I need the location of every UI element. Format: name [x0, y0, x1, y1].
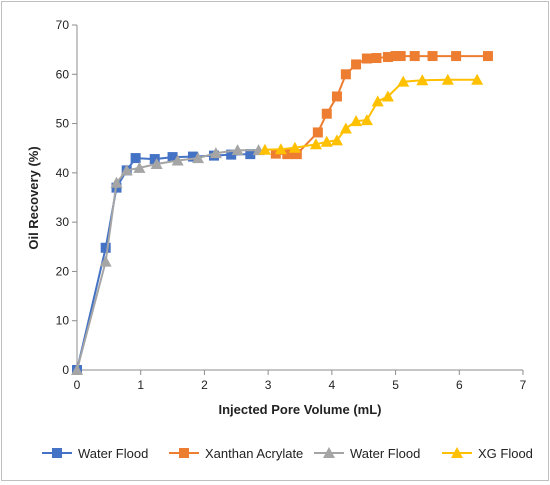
- data-point: [441, 73, 454, 85]
- data-point: [371, 95, 384, 107]
- data-point: [282, 149, 293, 160]
- series-3: [258, 73, 484, 155]
- legend-marker: [323, 447, 335, 458]
- data-point: [100, 242, 111, 253]
- y-tick-label: 60: [56, 67, 70, 81]
- data-point: [226, 149, 237, 160]
- y-tick-label: 0: [62, 363, 69, 377]
- series-line: [264, 78, 478, 151]
- data-point: [231, 144, 244, 156]
- data-point: [245, 149, 256, 160]
- legend-label: XG Flood: [478, 446, 533, 461]
- data-point: [427, 51, 438, 62]
- data-point: [71, 364, 83, 375]
- y-tick-label: 70: [56, 18, 70, 32]
- series-layer: [71, 51, 493, 375]
- x-tick-label: 2: [201, 378, 208, 392]
- data-point: [274, 143, 287, 155]
- data-point: [451, 51, 462, 62]
- legend: Water Flood Xanthan Acrylate Water Flood XG…: [42, 446, 533, 461]
- y-tick-label: 50: [56, 117, 70, 131]
- data-point: [320, 135, 333, 147]
- legend-item: XG Flood: [442, 446, 533, 461]
- data-point: [395, 51, 406, 62]
- data-point: [120, 164, 133, 176]
- data-point: [397, 75, 410, 87]
- data-point: [171, 154, 184, 166]
- data-point: [167, 152, 178, 163]
- y-tick-label: 10: [56, 314, 70, 328]
- data-point: [149, 154, 160, 165]
- data-point: [381, 90, 394, 102]
- data-point: [110, 176, 123, 188]
- data-point: [339, 122, 352, 134]
- legend-marker: [52, 448, 62, 458]
- data-point: [187, 151, 198, 162]
- data-point: [340, 69, 351, 80]
- data-point: [351, 59, 362, 70]
- data-point: [130, 153, 141, 164]
- legend-label: Water Flood: [78, 446, 148, 461]
- x-tick-label: 0: [74, 378, 81, 392]
- data-point: [471, 73, 484, 85]
- data-point: [309, 138, 322, 150]
- data-point: [416, 74, 429, 86]
- data-point: [350, 115, 363, 127]
- x-tick-label: 7: [520, 378, 527, 392]
- data-point: [291, 149, 302, 160]
- data-point: [409, 51, 420, 62]
- x-axis-title: Injected Pore Volume (mL): [218, 402, 381, 417]
- x-tick-label: 3: [265, 378, 272, 392]
- data-point: [192, 152, 205, 164]
- data-point: [382, 52, 393, 63]
- data-point: [150, 157, 163, 169]
- data-point: [371, 53, 382, 64]
- data-point: [482, 51, 493, 62]
- legend-label: Xanthan Acrylate: [205, 446, 303, 461]
- legend-marker: [451, 447, 463, 458]
- y-tick-label: 30: [56, 215, 70, 229]
- x-tick-label: 1: [137, 378, 144, 392]
- data-point: [288, 141, 301, 153]
- legend-item: Xanthan Acrylate: [169, 446, 303, 461]
- data-point: [209, 147, 222, 159]
- data-point: [360, 114, 373, 126]
- legend-item: Water Flood: [42, 446, 148, 461]
- data-point: [99, 255, 112, 267]
- data-point: [331, 91, 342, 102]
- series-2: [71, 144, 265, 375]
- y-tick-label: 40: [56, 166, 70, 180]
- data-point: [330, 134, 343, 146]
- data-point: [321, 108, 332, 119]
- y-tick-label: 20: [56, 264, 70, 278]
- x-tick-label: 4: [329, 378, 336, 392]
- x-tick-label: 5: [392, 378, 399, 392]
- legend-item: Water Flood: [314, 446, 420, 461]
- data-point: [312, 127, 323, 138]
- y-axis-title: Oil Recovery (%): [26, 146, 41, 249]
- axes: 0 10 20 30 40 50 60 70 0 1 2 3 4 5 6 7: [56, 18, 527, 392]
- data-point: [133, 161, 146, 173]
- series-0: [72, 149, 256, 375]
- legend-marker: [179, 448, 189, 458]
- oil-recovery-chart: 0 10 20 30 40 50 60 70 0 1 2 3 4 5 6 7 Injected Pore Vo…: [26, 18, 533, 461]
- data-point: [361, 53, 372, 64]
- x-tick-label: 6: [456, 378, 463, 392]
- legend-label: Water Flood: [350, 446, 420, 461]
- data-point: [258, 143, 271, 155]
- data-point: [390, 51, 401, 62]
